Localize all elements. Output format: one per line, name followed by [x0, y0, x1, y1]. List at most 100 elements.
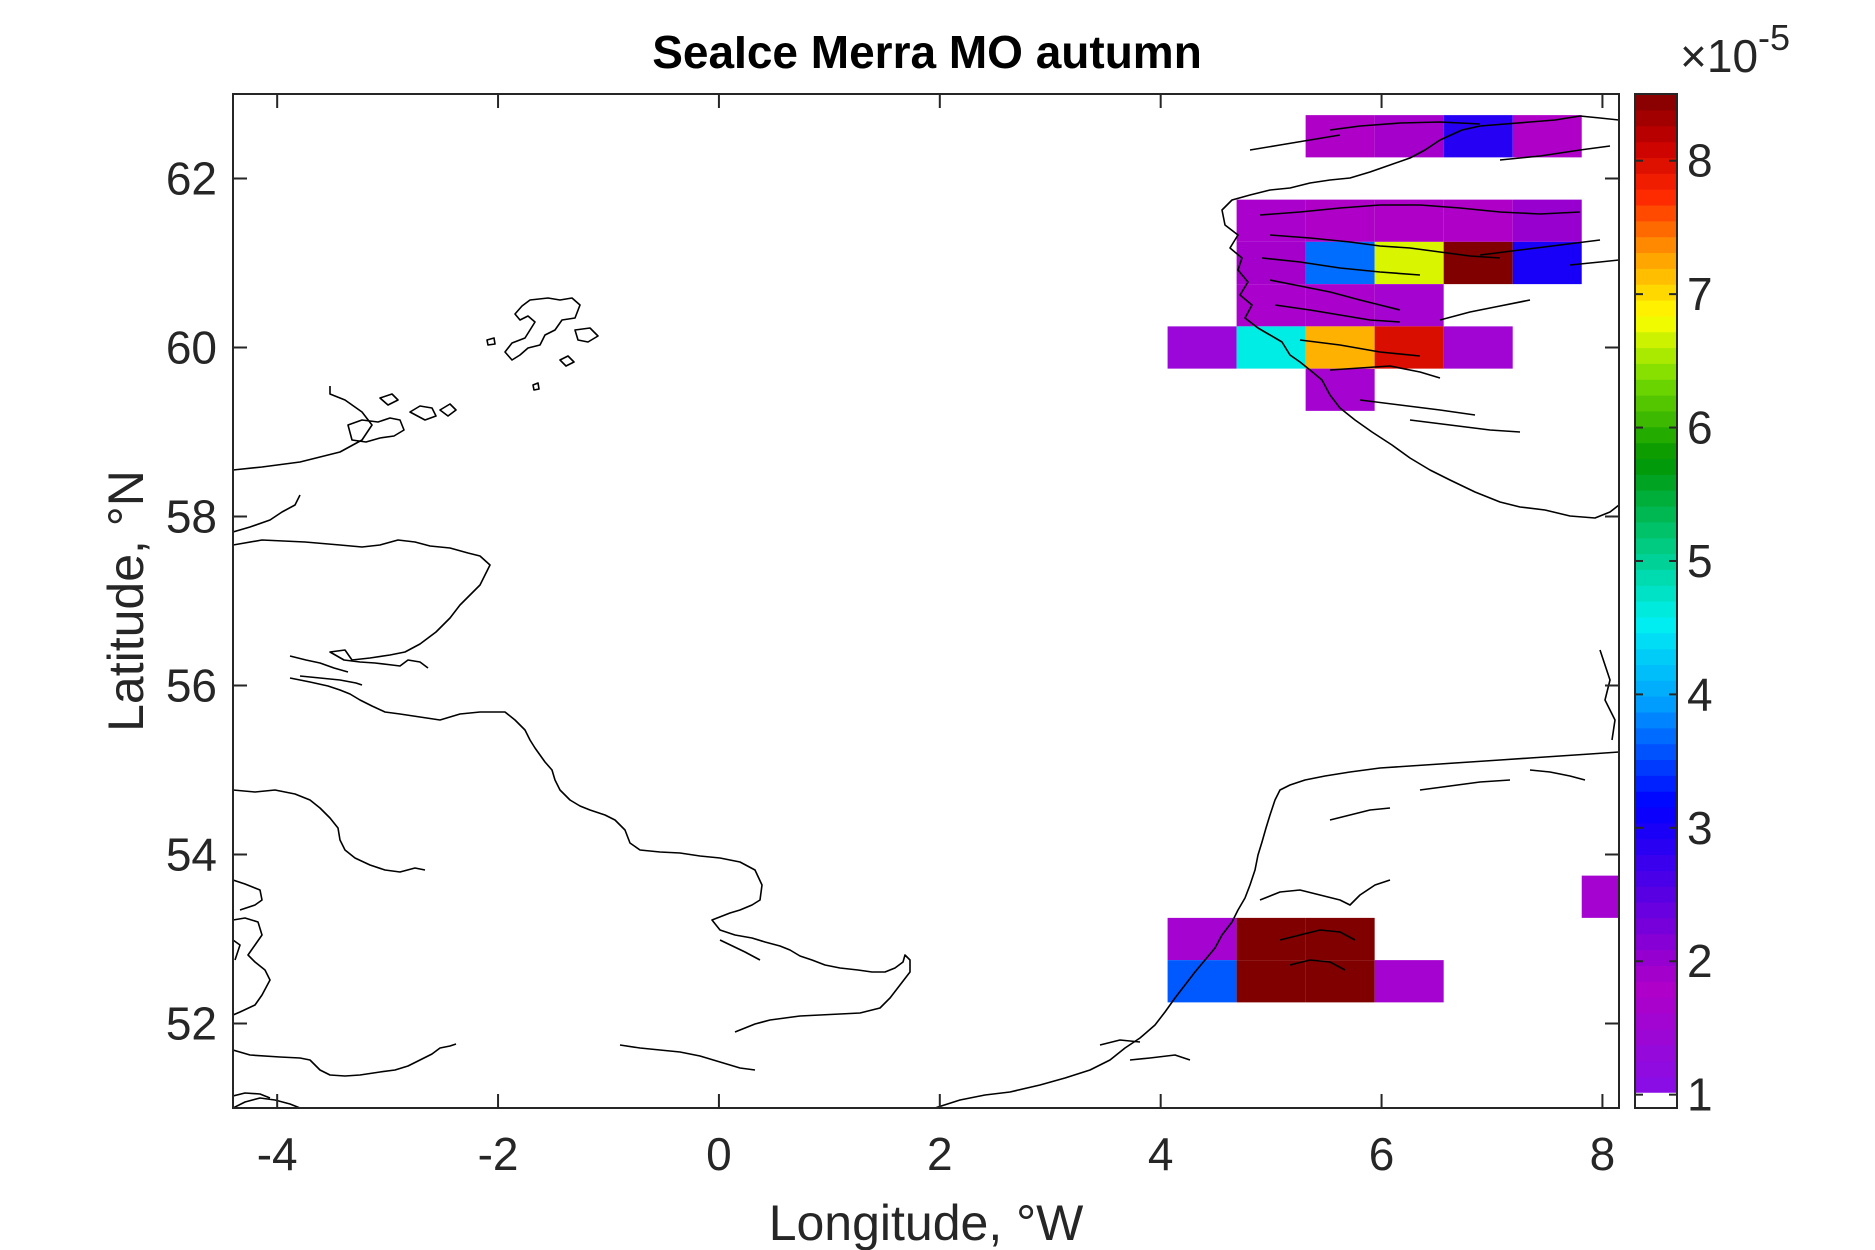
colorbar-band: [1635, 743, 1677, 761]
colorbar-band: [1635, 189, 1677, 206]
heatmap-cell: [1167, 917, 1237, 961]
colorbar-tick-label: 8: [1687, 135, 1713, 187]
y-tick-label: 54: [166, 829, 217, 881]
colorbar-band: [1635, 395, 1677, 412]
colorbar-band: [1635, 1076, 1677, 1093]
colorbar-band: [1635, 268, 1677, 285]
colorbar-band: [1635, 537, 1677, 555]
colorbar-tick-label: 7: [1687, 268, 1713, 320]
colorbar-band: [1635, 664, 1677, 681]
colorbar-band: [1635, 426, 1677, 444]
x-tick-label: 8: [1590, 1128, 1616, 1180]
colorbar-band: [1635, 648, 1677, 665]
colorbar-band: [1635, 1044, 1677, 1062]
heatmap-cell: [1236, 284, 1306, 327]
colorbar-band: [1635, 299, 1677, 317]
heatmap-cell: [1305, 960, 1375, 1003]
heatmap-cell: [1167, 326, 1237, 369]
colorbar-band: [1635, 1012, 1677, 1030]
colorbar-band: [1635, 220, 1677, 238]
colorbar-band: [1635, 521, 1677, 539]
heatmap-cell: [1236, 241, 1306, 285]
heatmap-cell: [1443, 199, 1513, 242]
heatmap-cell: [1374, 326, 1444, 369]
colorbar-tick-label: 1: [1687, 1069, 1713, 1121]
colorbar-band: [1635, 981, 1677, 998]
x-axis-ticks: -4 -2 0 2 4 6 8: [257, 94, 1616, 1180]
y-axis-label: Latitude, °N: [98, 470, 154, 732]
colorbar-band: [1635, 806, 1677, 824]
heatmap-cell: [1305, 241, 1375, 285]
colorbar-band: [1635, 680, 1677, 697]
y-tick-label: 52: [166, 998, 217, 1050]
y-tick-label: 60: [166, 322, 217, 374]
colorbar-band: [1635, 410, 1677, 428]
heatmap-cell: [1236, 917, 1306, 961]
x-tick-label: -2: [478, 1128, 519, 1180]
heatmap-cell: [1236, 326, 1306, 369]
colorbar-tick-label: 2: [1687, 935, 1713, 987]
heatmap-cell: [1305, 917, 1375, 961]
x-tick-label: -4: [257, 1128, 298, 1180]
colorbar-band: [1635, 791, 1677, 808]
heatmap-cell: [1443, 241, 1513, 285]
x-tick-label: 6: [1369, 1128, 1395, 1180]
colorbar-band: [1635, 109, 1677, 127]
colorbar-band: [1635, 696, 1677, 713]
x-tick-label: 0: [706, 1128, 732, 1180]
heatmap-cell: [1305, 326, 1375, 369]
heatmap-cell: [1443, 326, 1513, 369]
colorbar-band: [1635, 917, 1677, 935]
heatmap-cell: [1512, 199, 1582, 242]
y-axis-ticks: 52 54 56 58 60 62: [166, 153, 1619, 1050]
heatmap-cell: [1581, 875, 1619, 918]
colorbar-tick-label: 4: [1687, 668, 1713, 720]
heatmap-cell: [1305, 284, 1375, 327]
colorbar-band: [1635, 838, 1677, 856]
colorbar-band: [1635, 379, 1677, 396]
colorbar-band: [1635, 125, 1677, 143]
colorbar-band: [1635, 601, 1677, 618]
colorbar-band: [1635, 902, 1677, 919]
colorbar-band: [1635, 236, 1677, 254]
heatmap-cell: [1236, 960, 1306, 1003]
colorbar-ticks: 1 2 3 4 5 6 7 8: [1635, 135, 1713, 1121]
colorbar-band: [1635, 632, 1677, 650]
heatmap-cell: [1167, 960, 1237, 1003]
colorbar-band: [1635, 965, 1677, 982]
colorbar-band: [1635, 870, 1677, 887]
x-axis-label: Longitude, °W: [769, 1195, 1084, 1250]
colorbar-band: [1635, 616, 1677, 634]
colorbar-band: [1635, 94, 1677, 111]
colorbar-band: [1635, 933, 1677, 951]
colorbar-band: [1635, 331, 1677, 349]
colorbar-exponent-label: ×10-5: [1680, 17, 1790, 82]
colorbar-band: [1635, 315, 1677, 333]
heatmap-cell: [1443, 115, 1513, 158]
colorbar: [1635, 94, 1677, 1109]
colorbar-band: [1635, 363, 1677, 380]
colorbar-band: [1635, 505, 1677, 523]
colorbar-band: [1635, 585, 1677, 602]
colorbar-band: [1635, 822, 1677, 840]
x-tick-label: 4: [1148, 1128, 1174, 1180]
x-tick-label: 2: [927, 1128, 953, 1180]
chart-title: SeaIce Merra MO autumn: [652, 26, 1202, 78]
colorbar-band: [1635, 458, 1677, 475]
colorbar-band: [1635, 886, 1677, 903]
heatmap-cell: [1374, 284, 1444, 327]
colorbar-band: [1635, 1028, 1677, 1046]
colorbar-band: [1635, 727, 1677, 745]
colorbar-band: [1635, 442, 1677, 460]
colorbar-band: [1635, 347, 1677, 364]
y-tick-label: 56: [166, 660, 217, 712]
colorbar-tick-label: 3: [1687, 802, 1713, 854]
colorbar-band: [1635, 553, 1677, 570]
colorbar-tick-label: 5: [1687, 535, 1713, 587]
colorbar-band: [1635, 997, 1677, 1014]
heatmap-cell: [1305, 115, 1375, 158]
colorbar-band: [1635, 949, 1677, 967]
colorbar-band: [1635, 569, 1677, 586]
plot-frame: [232, 93, 1620, 1109]
